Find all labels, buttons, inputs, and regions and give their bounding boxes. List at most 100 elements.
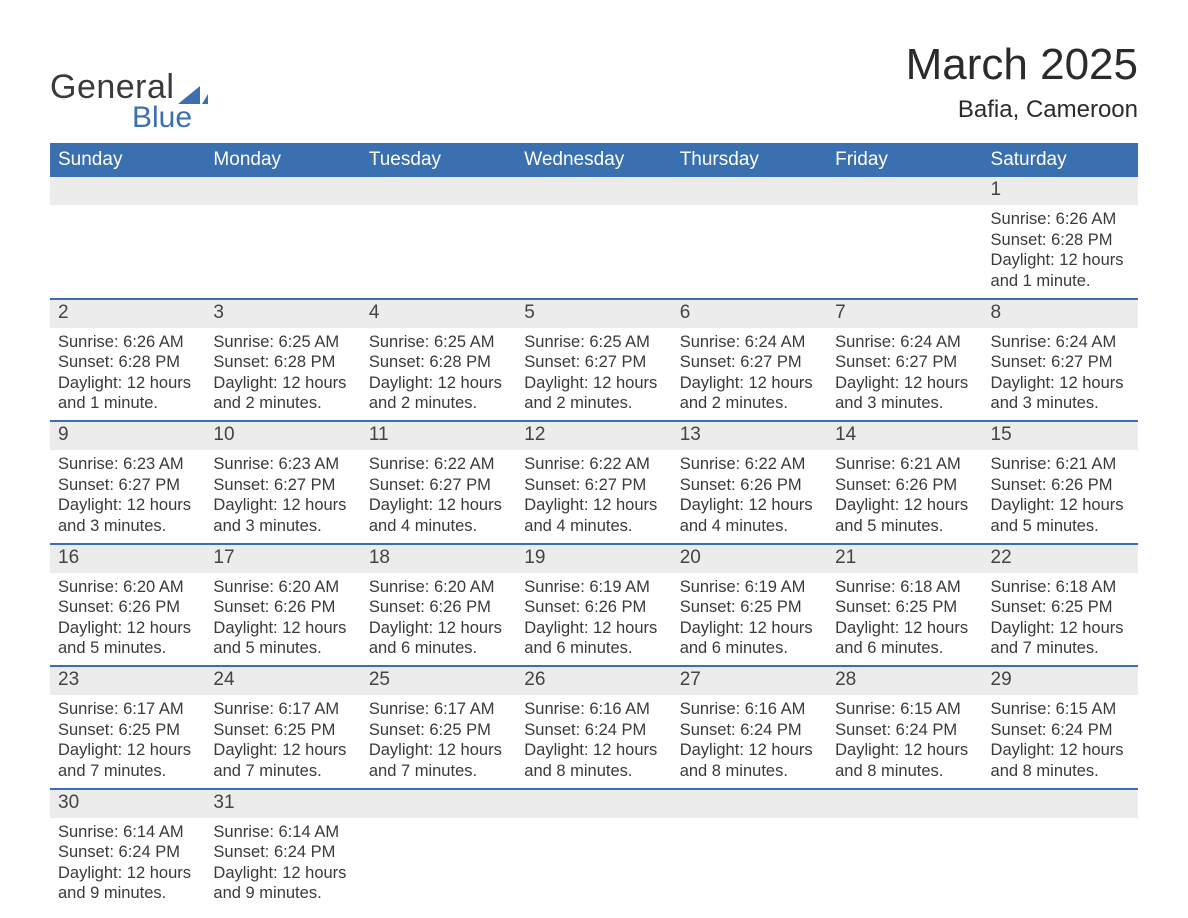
sunset-text: Sunset: 6:25 PM	[680, 597, 819, 618]
sunrise-text: Sunrise: 6:20 AM	[213, 577, 352, 598]
day-content-cell: Sunrise: 6:14 AMSunset: 6:24 PMDaylight:…	[205, 818, 360, 911]
day-content-cell: Sunrise: 6:22 AMSunset: 6:27 PMDaylight:…	[516, 450, 671, 544]
daylight-text: Daylight: 12 hours	[58, 863, 197, 884]
day-number-cell: 5	[516, 299, 671, 328]
daylight-text: Daylight: 12 hours	[369, 740, 508, 761]
sunset-text: Sunset: 6:26 PM	[524, 597, 663, 618]
logo-text-bottom: Blue	[132, 104, 208, 131]
day-content-cell	[516, 818, 671, 911]
sunrise-text: Sunrise: 6:22 AM	[680, 454, 819, 475]
sunrise-text: Sunrise: 6:25 AM	[369, 332, 508, 353]
day-content-cell	[827, 205, 982, 299]
sunrise-text: Sunrise: 6:16 AM	[680, 699, 819, 720]
daylight-text: and 4 minutes.	[680, 516, 819, 537]
day-number-row: 3031	[50, 789, 1138, 818]
calendar-body: 1Sunrise: 6:26 AMSunset: 6:28 PMDaylight…	[50, 177, 1138, 910]
sunset-text: Sunset: 6:27 PM	[524, 352, 663, 373]
sunset-text: Sunset: 6:28 PM	[369, 352, 508, 373]
daylight-text: and 2 minutes.	[369, 393, 508, 414]
daylight-text: Daylight: 12 hours	[680, 373, 819, 394]
daylight-text: Daylight: 12 hours	[213, 373, 352, 394]
sunrise-text: Sunrise: 6:24 AM	[991, 332, 1130, 353]
day-number-cell: 2	[50, 299, 205, 328]
sunrise-text: Sunrise: 6:16 AM	[524, 699, 663, 720]
day-content-cell	[983, 818, 1138, 911]
day-content-row: Sunrise: 6:26 AMSunset: 6:28 PMDaylight:…	[50, 328, 1138, 422]
sunrise-text: Sunrise: 6:25 AM	[213, 332, 352, 353]
day-number-cell	[361, 177, 516, 205]
sunset-text: Sunset: 6:27 PM	[369, 475, 508, 496]
sunrise-text: Sunrise: 6:19 AM	[680, 577, 819, 598]
day-number-cell: 31	[205, 789, 360, 818]
day-number-cell: 21	[827, 544, 982, 573]
weekday-header: Friday	[827, 143, 982, 177]
sunrise-text: Sunrise: 6:17 AM	[58, 699, 197, 720]
sunrise-text: Sunrise: 6:15 AM	[991, 699, 1130, 720]
daylight-text: Daylight: 12 hours	[991, 495, 1130, 516]
weekday-header-row: SundayMondayTuesdayWednesdayThursdayFrid…	[50, 143, 1138, 177]
day-content-cell: Sunrise: 6:18 AMSunset: 6:25 PMDaylight:…	[983, 573, 1138, 667]
day-number-cell: 3	[205, 299, 360, 328]
day-number-cell: 10	[205, 421, 360, 450]
day-content-cell	[50, 205, 205, 299]
sunset-text: Sunset: 6:25 PM	[369, 720, 508, 741]
daylight-text: and 8 minutes.	[991, 761, 1130, 782]
sunset-text: Sunset: 6:25 PM	[835, 597, 974, 618]
sunrise-text: Sunrise: 6:14 AM	[58, 822, 197, 843]
day-content-cell: Sunrise: 6:16 AMSunset: 6:24 PMDaylight:…	[672, 695, 827, 789]
day-content-cell: Sunrise: 6:21 AMSunset: 6:26 PMDaylight:…	[827, 450, 982, 544]
day-number-cell	[827, 789, 982, 818]
sunset-text: Sunset: 6:25 PM	[213, 720, 352, 741]
day-content-cell: Sunrise: 6:14 AMSunset: 6:24 PMDaylight:…	[50, 818, 205, 911]
daylight-text: and 5 minutes.	[991, 516, 1130, 537]
daylight-text: and 3 minutes.	[991, 393, 1130, 414]
daylight-text: and 4 minutes.	[524, 516, 663, 537]
day-number-cell: 4	[361, 299, 516, 328]
logo-text-top: General	[50, 70, 174, 104]
day-content-cell: Sunrise: 6:15 AMSunset: 6:24 PMDaylight:…	[983, 695, 1138, 789]
day-content-cell: Sunrise: 6:24 AMSunset: 6:27 PMDaylight:…	[672, 328, 827, 422]
day-content-cell: Sunrise: 6:22 AMSunset: 6:26 PMDaylight:…	[672, 450, 827, 544]
daylight-text: and 7 minutes.	[369, 761, 508, 782]
daylight-text: Daylight: 12 hours	[58, 373, 197, 394]
weekday-header: Sunday	[50, 143, 205, 177]
sunrise-text: Sunrise: 6:23 AM	[58, 454, 197, 475]
daylight-text: and 3 minutes.	[835, 393, 974, 414]
day-number-cell: 19	[516, 544, 671, 573]
daylight-text: Daylight: 12 hours	[835, 495, 974, 516]
day-number-cell	[205, 177, 360, 205]
daylight-text: Daylight: 12 hours	[524, 740, 663, 761]
day-number-cell: 28	[827, 666, 982, 695]
day-number-row: 16171819202122	[50, 544, 1138, 573]
day-number-cell	[827, 177, 982, 205]
daylight-text: and 9 minutes.	[213, 883, 352, 904]
sunrise-text: Sunrise: 6:22 AM	[369, 454, 508, 475]
day-number-row: 2345678	[50, 299, 1138, 328]
daylight-text: and 6 minutes.	[369, 638, 508, 659]
day-content-cell: Sunrise: 6:17 AMSunset: 6:25 PMDaylight:…	[50, 695, 205, 789]
daylight-text: Daylight: 12 hours	[58, 495, 197, 516]
day-content-row: Sunrise: 6:17 AMSunset: 6:25 PMDaylight:…	[50, 695, 1138, 789]
day-number-cell	[50, 177, 205, 205]
day-number-cell	[672, 789, 827, 818]
day-number-cell: 20	[672, 544, 827, 573]
day-number-row: 9101112131415	[50, 421, 1138, 450]
day-number-cell: 23	[50, 666, 205, 695]
daylight-text: and 8 minutes.	[835, 761, 974, 782]
day-content-cell: Sunrise: 6:24 AMSunset: 6:27 PMDaylight:…	[827, 328, 982, 422]
daylight-text: and 2 minutes.	[524, 393, 663, 414]
sunrise-text: Sunrise: 6:24 AM	[680, 332, 819, 353]
sunset-text: Sunset: 6:26 PM	[369, 597, 508, 618]
day-number-cell: 27	[672, 666, 827, 695]
sunset-text: Sunset: 6:27 PM	[524, 475, 663, 496]
page-header: General Blue March 2025 Bafia, Cameroon	[50, 40, 1138, 131]
sunset-text: Sunset: 6:26 PM	[58, 597, 197, 618]
day-number-cell: 25	[361, 666, 516, 695]
day-content-cell	[516, 205, 671, 299]
day-number-row: 23242526272829	[50, 666, 1138, 695]
daylight-text: and 2 minutes.	[680, 393, 819, 414]
weekday-header: Saturday	[983, 143, 1138, 177]
sunset-text: Sunset: 6:26 PM	[680, 475, 819, 496]
day-number-cell: 18	[361, 544, 516, 573]
daylight-text: Daylight: 12 hours	[835, 740, 974, 761]
